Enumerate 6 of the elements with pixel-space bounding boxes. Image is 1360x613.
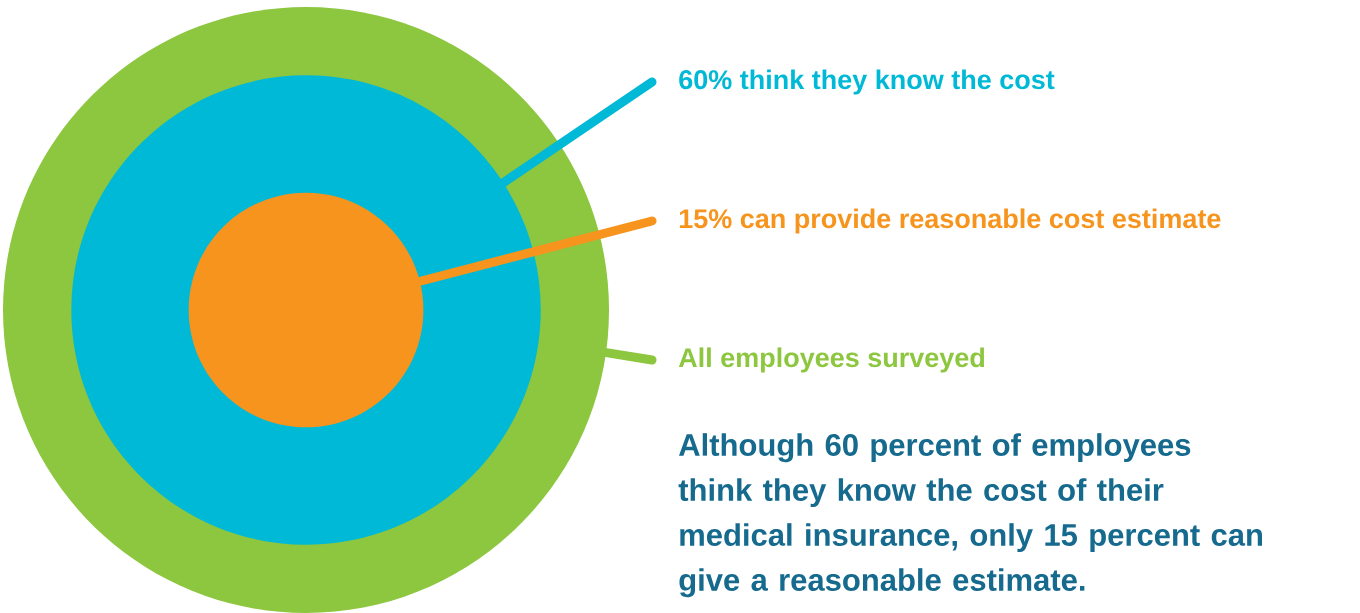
category-label: think they know the cost — [740, 69, 1055, 95]
category-label: All employees surveyed — [678, 347, 985, 373]
data-label: 15% — [679, 209, 732, 229]
text: Although 60 percent of employees think they know the cost of their medical insurance, only 15 percent can give a reasonable estimate. — [678, 433, 1263, 598]
data-label: 60% — [679, 70, 732, 90]
category-label: can provide reasonable cost estimate — [740, 208, 1221, 234]
